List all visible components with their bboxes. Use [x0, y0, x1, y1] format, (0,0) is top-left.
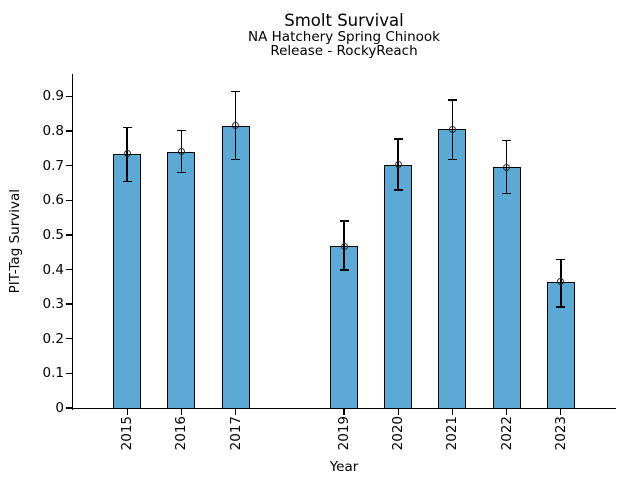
- y-tick: [65, 164, 72, 167]
- bar: [330, 246, 358, 409]
- error-bar-cap-top: [556, 258, 566, 261]
- y-tick-label: 0.8: [42, 123, 64, 140]
- y-tick: [65, 338, 72, 340]
- x-tick: [505, 409, 508, 415]
- x-tick: [234, 409, 237, 415]
- error-bar-cap-top: [447, 99, 457, 101]
- y-tick-label: 0.1: [42, 365, 64, 382]
- y-tick-label: 0.9: [42, 88, 64, 105]
- error-bar-cap-bottom: [447, 158, 457, 161]
- bar: [221, 125, 250, 409]
- x-tick: [560, 409, 562, 415]
- x-tick: [451, 409, 454, 415]
- data-point-marker: [340, 242, 348, 250]
- error-bar-cap-top: [122, 126, 132, 129]
- error-bar-cap-bottom: [231, 158, 241, 161]
- error-bar-cap-top: [339, 220, 349, 222]
- error-bar-cap-top: [502, 139, 512, 142]
- bar: [113, 153, 142, 409]
- error-bar-cap-top: [176, 129, 186, 132]
- chart-subtitle-line2: Release - RockyReach: [270, 43, 418, 59]
- bar: [492, 167, 521, 409]
- y-tick-label: 0.2: [42, 330, 64, 347]
- x-tick-label: 2019: [336, 416, 352, 451]
- data-point-marker: [232, 122, 240, 130]
- x-tick: [397, 409, 399, 415]
- error-bar-cap-bottom: [393, 189, 403, 191]
- bar: [167, 151, 196, 409]
- data-point-marker: [394, 161, 402, 169]
- x-tick: [180, 409, 183, 415]
- bar: [384, 164, 413, 409]
- y-tick-label: 0.7: [42, 157, 64, 174]
- x-tick-label: 2021: [444, 416, 461, 451]
- chart-subtitle-line1: NA Hatchery Spring Chinook: [248, 29, 440, 45]
- x-tick-label: 2020: [390, 416, 407, 451]
- x-tick-label: 2022: [498, 416, 515, 451]
- error-bar-cap-bottom: [556, 306, 566, 308]
- error-bar-cap-bottom: [339, 269, 349, 271]
- y-tick: [65, 234, 72, 236]
- y-tick-label: 0.5: [42, 226, 64, 243]
- x-tick-label: 2015: [119, 416, 136, 451]
- error-bar-cap-top: [231, 90, 241, 93]
- data-point-marker: [557, 278, 565, 286]
- data-point-marker: [177, 148, 185, 155]
- y-tick-label: 0: [55, 400, 64, 416]
- y-tick: [65, 199, 72, 201]
- chart-title: Smolt Survival: [284, 11, 404, 30]
- y-tick: [65, 303, 72, 305]
- data-point-marker: [503, 163, 511, 171]
- y-tick: [65, 268, 72, 271]
- data-point-marker: [448, 125, 456, 133]
- error-bar-cap-bottom: [502, 192, 512, 195]
- error-bar-cap-top: [393, 138, 403, 140]
- y-tick: [65, 372, 72, 375]
- y-tick-label: 0.6: [42, 192, 64, 209]
- x-axis-label: Year: [329, 459, 359, 475]
- data-point-marker: [123, 150, 131, 158]
- x-tick-label: 2016: [173, 416, 190, 451]
- x-tick-label: 2023: [552, 416, 569, 451]
- y-tick: [65, 407, 72, 409]
- x-tick: [343, 409, 345, 415]
- x-tick: [126, 409, 128, 415]
- x-tick-label: 2017: [227, 416, 244, 451]
- error-bar-cap-bottom: [122, 180, 132, 183]
- error-bar-cap-bottom: [176, 171, 186, 174]
- y-tick-label: 0.4: [42, 261, 64, 278]
- y-axis: [71, 74, 73, 410]
- y-tick: [65, 95, 72, 98]
- bar: [438, 129, 467, 409]
- y-tick: [65, 130, 72, 132]
- y-tick-label: 0.3: [42, 296, 64, 313]
